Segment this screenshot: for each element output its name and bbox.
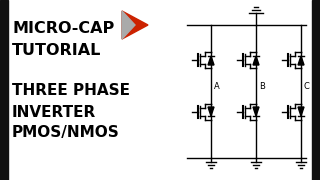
Polygon shape [208,56,214,65]
Text: A: A [214,82,220,91]
Text: PMOS/NMOS: PMOS/NMOS [12,125,120,140]
Bar [0,0,8,180]
Polygon shape [122,11,135,39]
Text: TUTORIAL: TUTORIAL [12,42,101,57]
Polygon shape [253,107,259,116]
Polygon shape [298,107,304,116]
Text: C: C [304,82,310,91]
Polygon shape [122,11,148,39]
Polygon shape [208,107,214,116]
Text: THREE PHASE: THREE PHASE [12,82,130,98]
Text: MICRO-CAP: MICRO-CAP [12,21,114,35]
Text: INVERTER: INVERTER [12,105,96,120]
Polygon shape [298,56,304,65]
Bar [312,0,320,180]
Polygon shape [253,56,259,65]
Text: B: B [259,82,265,91]
